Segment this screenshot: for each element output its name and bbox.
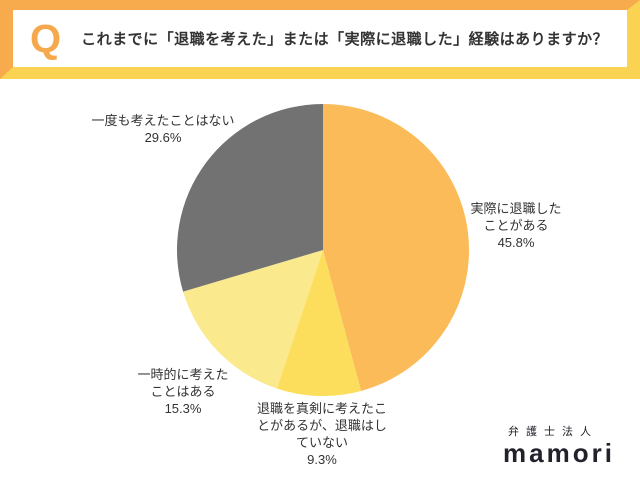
logo-name: mamori	[503, 438, 615, 468]
q-icon: Q	[30, 16, 62, 61]
question-text: これまでに「退職を考えた」または「実際に退職した」経験はありますか？	[81, 31, 609, 48]
pie-chart	[177, 104, 469, 396]
pie-label-seriously-considered: 退職を真剣に考えたこ とがあるが、退職はし ていない 9.3%	[256, 401, 387, 467]
mamori-logo: 弁護士法人 mamori	[503, 423, 615, 467]
pie-slice	[177, 104, 323, 292]
pie-label-temporarily-considered: 一時的に考えた ことはある 15.3%	[137, 367, 229, 416]
pie-slice	[277, 250, 362, 396]
pie-label-never-considered: 一度も考えたことはない 29.6%	[91, 113, 235, 145]
pie-slice	[183, 250, 323, 389]
pie-label-actually-resigned: 実際に退職した ことがある 45.8%	[470, 201, 562, 250]
pie-slice	[323, 104, 469, 391]
logo-firm-type: 弁護士法人	[508, 426, 598, 438]
question-header: Q これまでに「退職を考えた」または「実際に退職した」経験はありますか？	[0, 0, 640, 79]
